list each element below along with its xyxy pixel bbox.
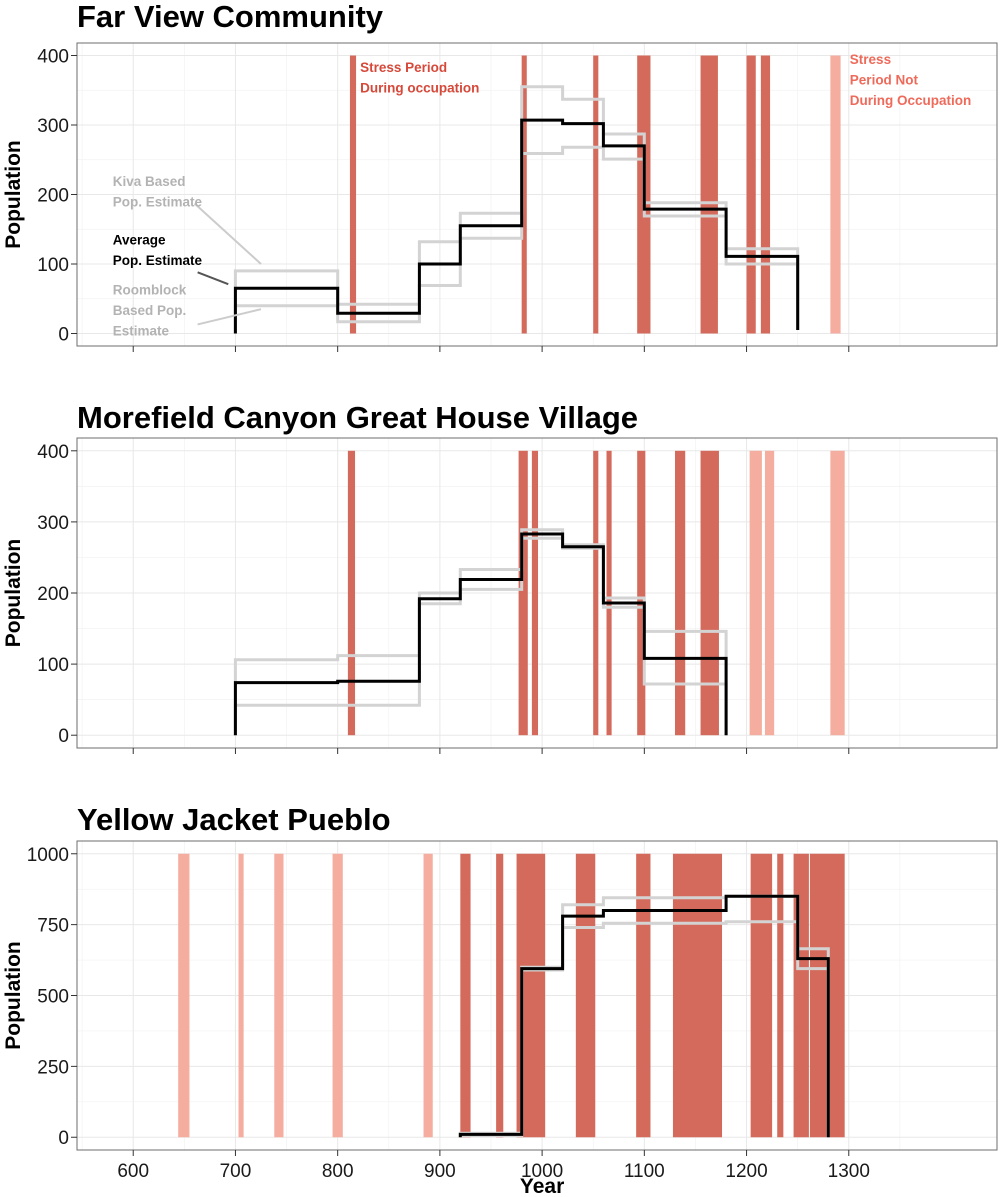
panel-title: Morefield Canyon Great House Village bbox=[77, 400, 638, 435]
stress-band-not-during bbox=[238, 853, 244, 1138]
stress-band-not-during bbox=[332, 853, 343, 1138]
stress-band-during bbox=[760, 55, 771, 334]
annotation-line: Average bbox=[113, 233, 166, 248]
stress-band-during bbox=[575, 853, 596, 1138]
annotation-line: Stress bbox=[850, 52, 891, 67]
stress-band-during bbox=[606, 450, 612, 736]
stress-band-during bbox=[700, 55, 718, 334]
y-tick-label: 100 bbox=[37, 655, 69, 676]
annotation-line: Pop. Estimate bbox=[113, 253, 203, 268]
y-axis-title: Population bbox=[2, 140, 25, 249]
y-tick-label: 400 bbox=[37, 47, 69, 68]
annotation-line: Stress Period bbox=[360, 60, 447, 75]
y-tick-label: 500 bbox=[37, 987, 69, 1008]
stress-band-during bbox=[496, 853, 504, 1138]
stress-band-during bbox=[460, 853, 471, 1138]
roomblock-estimate-line bbox=[233, 145, 800, 334]
stress-band-during bbox=[349, 55, 357, 334]
stress-band-during bbox=[672, 853, 723, 1138]
y-tick-label: 0 bbox=[58, 726, 69, 747]
y-tick-label: 400 bbox=[37, 442, 69, 463]
y-tick-label: 200 bbox=[37, 584, 69, 605]
annotation-line: During Occupation bbox=[850, 93, 972, 108]
y-tick-label: 250 bbox=[37, 1057, 69, 1078]
average-population-line bbox=[233, 118, 800, 334]
stress-band-during bbox=[750, 853, 773, 1138]
panel-1: Stress Period During occupation Stress Peri… bbox=[2, 0, 998, 352]
annotation-leader-line bbox=[193, 202, 262, 265]
y-tick-label: 200 bbox=[37, 186, 69, 207]
annotation-line: Period Not bbox=[850, 72, 919, 87]
stress-band-during bbox=[637, 450, 646, 736]
annotation-label: Average Pop. Estimate bbox=[113, 233, 203, 268]
stress-band-during bbox=[675, 450, 686, 736]
x-tick-label: 800 bbox=[322, 1161, 354, 1182]
annotation-line: Estimate bbox=[113, 324, 170, 339]
annotation-label: Roomblock Based Pop. Estimate bbox=[113, 283, 187, 339]
stress-band-during bbox=[593, 450, 599, 736]
annotation-line: Pop. Estimate bbox=[113, 195, 203, 210]
stress-band-not-during bbox=[830, 55, 841, 334]
panel-title: Yellow Jacket Pueblo bbox=[77, 802, 391, 837]
y-tick-label: 300 bbox=[37, 513, 69, 534]
stress-band-during bbox=[777, 853, 784, 1138]
y-tick-label: 750 bbox=[37, 916, 69, 937]
annotation-leader-line bbox=[197, 308, 262, 326]
y-tick-label: 0 bbox=[58, 1128, 69, 1149]
panel-2: 0 100 200 300 400 Population Morefield Canyon … bbox=[2, 400, 998, 754]
stress-band-not-during bbox=[274, 853, 284, 1138]
stress-band-during bbox=[593, 55, 599, 334]
annotation-line: During occupation bbox=[360, 81, 479, 96]
annotation-label: Stress Period During occupation bbox=[360, 60, 479, 96]
y-tick-label: 300 bbox=[37, 116, 69, 137]
x-tick-label: 1200 bbox=[725, 1161, 767, 1182]
panel-title: Far View Community bbox=[77, 0, 384, 34]
y-axis-title: Population bbox=[2, 941, 25, 1050]
annotation-line: Based Pop. bbox=[113, 303, 187, 318]
panel-3: 0 250 500 750 1000 600 700 800 900 1000 1100 1200 13… bbox=[2, 802, 998, 1182]
annotation-line: Roomblock bbox=[113, 283, 187, 298]
y-axis-title: Population bbox=[2, 539, 25, 648]
stress-band-not-during bbox=[764, 450, 775, 736]
x-tick-label: 900 bbox=[424, 1161, 456, 1182]
annotation-line: Kiva Based bbox=[113, 174, 186, 189]
x-axis-title: Year bbox=[520, 1175, 564, 1197]
y-tick-label: 100 bbox=[37, 255, 69, 276]
annotation-label: Kiva Based Pop. Estimate bbox=[113, 174, 203, 210]
average-population-line bbox=[458, 894, 830, 1138]
x-tick-label: 600 bbox=[117, 1161, 149, 1182]
average-population-line bbox=[233, 532, 728, 736]
stress-band-during bbox=[347, 450, 356, 736]
stress-band-not-during bbox=[178, 853, 190, 1138]
stress-band-not-during bbox=[830, 450, 845, 736]
kiva-estimate-line bbox=[233, 85, 800, 334]
stress-band-during bbox=[521, 55, 527, 334]
stress-band-during bbox=[531, 450, 539, 736]
stress-band-during bbox=[700, 450, 719, 736]
annotation-leader-line bbox=[197, 271, 229, 286]
annotation-label: Stress Period Not During Occupation bbox=[850, 52, 972, 108]
stress-band-not-during bbox=[749, 450, 762, 736]
x-tick-label: 1000 bbox=[521, 1161, 563, 1182]
x-tick-label: 1100 bbox=[624, 1161, 665, 1182]
stress-band-during bbox=[518, 450, 528, 736]
stress-band-not-during bbox=[423, 853, 433, 1138]
y-tick-label: 1000 bbox=[27, 845, 69, 866]
x-tick-label: 1300 bbox=[828, 1161, 870, 1182]
x-tick-label: 700 bbox=[220, 1161, 252, 1182]
stress-band-during bbox=[746, 55, 756, 334]
y-tick-label: 0 bbox=[58, 324, 69, 345]
